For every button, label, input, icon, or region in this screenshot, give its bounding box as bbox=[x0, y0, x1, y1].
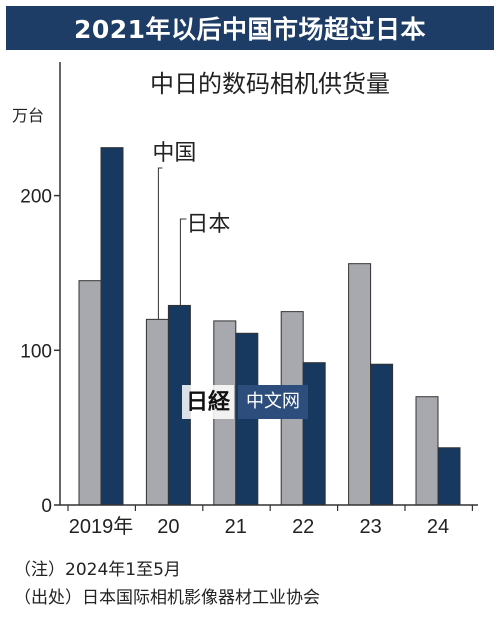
footnotes: （注）2024年1至5月 （出处）日本国际相机影像器材工业协会 bbox=[14, 556, 320, 612]
y-tick-label: 0 bbox=[41, 496, 52, 517]
headline-banner: 2021年以后中国市场超过日本 bbox=[6, 6, 494, 50]
x-tick-label: 22 bbox=[292, 516, 314, 538]
watermark: 日経 中文网 bbox=[182, 385, 372, 419]
source-text: （出处）日本国际相机影像器材工业协会 bbox=[14, 588, 320, 608]
y-tick-label: 100 bbox=[20, 341, 52, 362]
bar-japan-4 bbox=[370, 363, 394, 506]
x-tick-label: 23 bbox=[359, 516, 381, 538]
x-tick-label: 20 bbox=[157, 516, 179, 538]
bar-japan-0 bbox=[100, 147, 124, 506]
bar-japan-2 bbox=[235, 332, 259, 506]
bars-group bbox=[78, 147, 461, 506]
x-tick-label: 2019年 bbox=[69, 515, 134, 538]
x-tick-label: 21 bbox=[225, 516, 247, 538]
watermark-logo: 日経 bbox=[182, 385, 235, 419]
bar-japan-5 bbox=[437, 447, 461, 506]
y-tick-label: 200 bbox=[20, 187, 52, 208]
bar-china-1 bbox=[145, 318, 169, 506]
legend-leader-china bbox=[157, 167, 163, 320]
x-tick-label: 24 bbox=[427, 516, 449, 538]
legend-label-japan: 日本 bbox=[186, 212, 230, 237]
watermark-label: 中文网 bbox=[238, 385, 309, 419]
note-text: （注）2024年1至5月 bbox=[14, 560, 181, 580]
y-axis-unit-label: 万台 bbox=[12, 106, 45, 125]
bar-china-0 bbox=[78, 280, 102, 506]
chart-title: 中日的数码相机供货量 bbox=[150, 70, 390, 98]
legend-label-china: 中国 bbox=[152, 141, 196, 166]
axes-group: 2019年 20 21 22 23 24 0 100 200 bbox=[20, 62, 478, 538]
bar-china-5 bbox=[415, 396, 439, 506]
legend-leader-japan bbox=[179, 218, 187, 306]
